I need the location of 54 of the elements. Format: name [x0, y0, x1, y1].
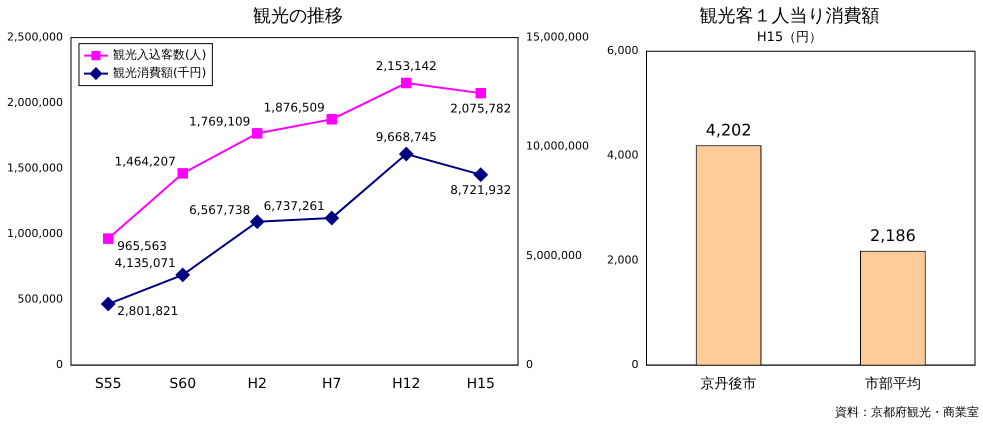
- y2-tick-label: 0: [526, 358, 534, 372]
- data-label: 2,075,782: [450, 101, 512, 116]
- data-label: 2,153,142: [376, 59, 437, 74]
- y-tick-label: 0: [56, 358, 63, 372]
- point: [476, 88, 486, 98]
- y-tick-label: 6,000: [606, 44, 638, 58]
- data-label: 1,769,109: [189, 114, 250, 128]
- x-tick-label: H2: [248, 376, 267, 392]
- data-label: 2,186: [870, 226, 916, 245]
- data-label: 6,567,738: [189, 202, 250, 217]
- point: [326, 114, 337, 125]
- data-label: 2,801,821: [117, 304, 178, 318]
- x-tick-label: H7: [322, 376, 342, 392]
- point: [474, 168, 488, 182]
- legend-label: 観光入込客数(人): [112, 48, 206, 62]
- data-label: 965,563: [117, 238, 167, 253]
- x-tick-label: S55: [94, 376, 122, 392]
- point: [324, 211, 339, 226]
- x-tick-label: 京丹後市: [700, 376, 757, 392]
- x-tick-label: 市部平均: [864, 376, 921, 392]
- text: 資料：京都府観光・商業室: [835, 404, 979, 421]
- data-label: 4,202: [706, 120, 752, 140]
- y-tick-label: 500,000: [17, 292, 63, 306]
- y-tick-label: 2,000: [606, 253, 638, 266]
- point: [178, 168, 188, 179]
- x-tick-label: H15: [466, 376, 495, 392]
- y2-tick-label: 5,000,000: [526, 248, 582, 262]
- chart-title: 観光の推移: [253, 5, 343, 26]
- data-label: 1,464,207: [114, 154, 176, 168]
- y-tick-label: 2,500,000: [7, 30, 63, 44]
- y-tick-label: 2,000,000: [7, 96, 63, 109]
- chart-subtitle: H15（円）: [756, 30, 822, 45]
- point: [102, 233, 114, 244]
- point: [252, 128, 262, 139]
- y-tick-label: 1,500,000: [7, 162, 63, 174]
- legend-label: 観光消費額(千円): [112, 66, 206, 80]
- point: [399, 147, 414, 162]
- point: [176, 268, 190, 282]
- y-tick-label: 1,000,000: [7, 227, 63, 240]
- data-label: 6,737,261: [264, 199, 325, 214]
- data-label: 9,668,745: [376, 130, 437, 144]
- data-label: 4,135,071: [114, 256, 176, 270]
- y-tick-label: 4,000: [606, 148, 638, 162]
- y2-tick-label: 10,000,000: [526, 140, 590, 153]
- data-label: 8,721,932: [450, 182, 512, 197]
- chart-title: 観光客１人当り消費額: [700, 5, 880, 26]
- data-label: 1,876,509: [264, 100, 325, 114]
- y2-tick-label: 15,000,000: [526, 30, 590, 44]
- x-tick-label: H12: [392, 376, 420, 392]
- x-tick-label: S60: [169, 376, 196, 392]
- point: [250, 214, 264, 229]
- point: [401, 78, 412, 88]
- y-tick-label: 0: [631, 358, 638, 372]
- point: [101, 297, 116, 312]
